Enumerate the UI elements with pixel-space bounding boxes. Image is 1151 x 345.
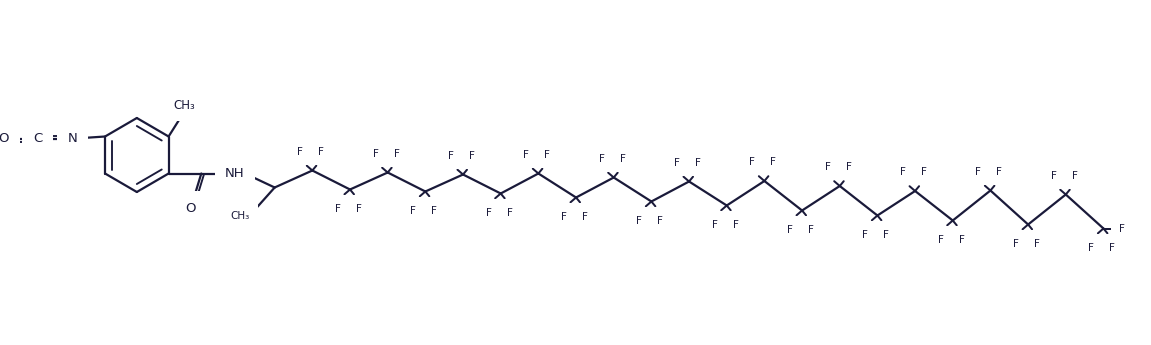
- Text: F: F: [975, 167, 982, 177]
- Text: N: N: [68, 132, 77, 145]
- Text: F: F: [938, 235, 944, 245]
- Text: F: F: [1120, 224, 1126, 234]
- Text: F: F: [1072, 170, 1077, 180]
- Text: F: F: [711, 219, 717, 229]
- Text: F: F: [733, 219, 739, 229]
- Text: F: F: [787, 225, 793, 235]
- Text: F: F: [657, 216, 663, 226]
- Text: F: F: [394, 148, 399, 158]
- Text: F: F: [884, 229, 890, 239]
- Text: F: F: [846, 162, 852, 172]
- Text: F: F: [1110, 243, 1115, 253]
- Text: F: F: [900, 167, 906, 177]
- Text: F: F: [862, 229, 868, 239]
- Text: F: F: [1034, 238, 1041, 248]
- Text: F: F: [825, 162, 831, 172]
- Text: F: F: [1089, 243, 1095, 253]
- Text: F: F: [356, 204, 361, 214]
- Text: F: F: [544, 149, 550, 159]
- Text: CH₃: CH₃: [174, 99, 196, 112]
- Text: F: F: [674, 158, 680, 168]
- Text: NH: NH: [226, 167, 245, 180]
- Text: F: F: [808, 225, 814, 235]
- Text: CH₃: CH₃: [230, 210, 250, 220]
- Text: F: F: [448, 150, 453, 160]
- Text: F: F: [921, 167, 927, 177]
- Text: F: F: [599, 154, 604, 164]
- Text: F: F: [468, 150, 475, 160]
- Text: F: F: [335, 204, 341, 214]
- Text: F: F: [619, 154, 626, 164]
- Text: F: F: [297, 147, 303, 157]
- Text: O: O: [0, 132, 9, 145]
- Text: F: F: [637, 216, 642, 226]
- Text: F: F: [582, 211, 588, 221]
- Text: F: F: [749, 157, 755, 167]
- Text: F: F: [997, 167, 1003, 177]
- Text: F: F: [1013, 238, 1019, 248]
- Text: F: F: [524, 149, 529, 159]
- Text: F: F: [770, 157, 776, 167]
- Text: C: C: [33, 132, 43, 145]
- Text: F: F: [410, 206, 417, 216]
- Text: F: F: [432, 206, 437, 216]
- Text: F: F: [506, 207, 512, 217]
- Text: O: O: [185, 202, 196, 215]
- Text: F: F: [561, 211, 567, 221]
- Text: F: F: [695, 158, 701, 168]
- Text: F: F: [319, 147, 325, 157]
- Text: F: F: [486, 207, 491, 217]
- Text: F: F: [959, 235, 965, 245]
- Text: F: F: [1051, 170, 1057, 180]
- Text: F: F: [373, 148, 379, 158]
